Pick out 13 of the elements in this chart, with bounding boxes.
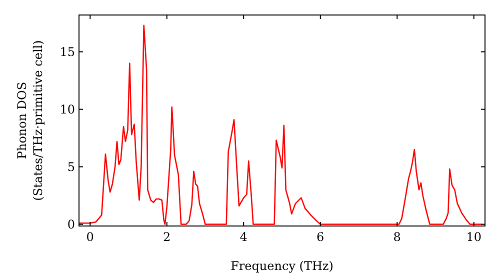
x-tick-label: 8 — [393, 230, 401, 244]
line-series — [79, 24, 482, 225]
y-tick-label: 5 — [67, 160, 75, 174]
x-tick-label: 10 — [466, 230, 482, 244]
x-tick-label: 2 — [163, 230, 171, 244]
x-tick-label: 4 — [240, 230, 248, 244]
y-tick-label: 0 — [67, 217, 75, 232]
x-tick-label: 6 — [316, 230, 324, 244]
y-tick-label: 10 — [60, 102, 75, 116]
y-axis-title: Phonon DOS (States/THz·primitive cell) — [15, 40, 45, 201]
x-tick-label: 0 — [86, 230, 94, 244]
x-axis-title: Frequency (THz) — [230, 259, 334, 273]
y-tick-label: 15 — [60, 44, 75, 59]
